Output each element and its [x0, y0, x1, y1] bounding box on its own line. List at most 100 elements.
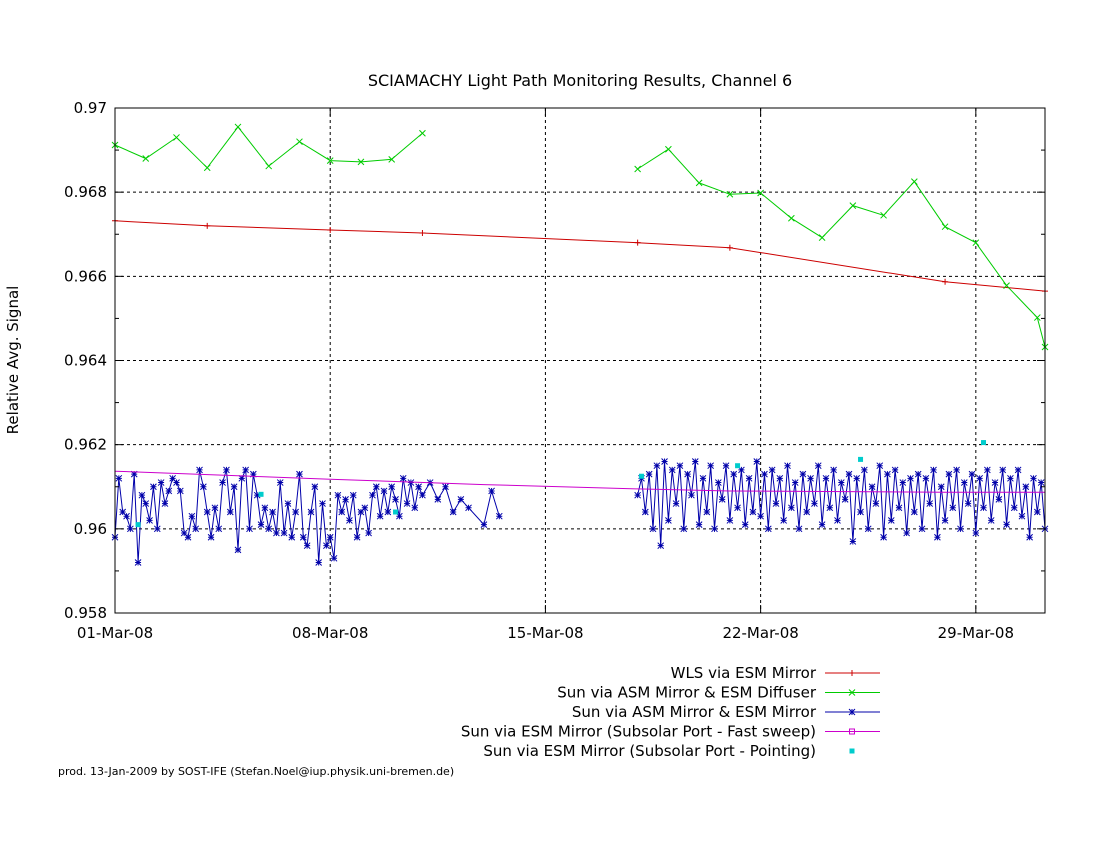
data-point [192, 525, 200, 533]
data-point [634, 239, 641, 246]
data-point [434, 496, 442, 503]
x-tick-label: 01-Mar-08 [77, 624, 153, 642]
data-point [480, 521, 488, 528]
data-point [910, 508, 918, 516]
data-point [864, 525, 872, 533]
data-point [780, 517, 788, 524]
data-point [753, 458, 761, 465]
data-point [818, 234, 826, 241]
data-point [734, 504, 741, 512]
data-point [258, 491, 264, 497]
data-point [411, 504, 419, 512]
data-point [638, 473, 644, 479]
data-point [146, 517, 153, 524]
data-point [811, 500, 818, 507]
data-point [972, 529, 980, 537]
data-point [342, 496, 349, 503]
data-point [764, 525, 772, 533]
data-point [142, 500, 150, 507]
data-point [415, 483, 422, 491]
data-point [173, 134, 180, 141]
data-point [722, 462, 730, 470]
data-point [399, 474, 407, 482]
data-point [495, 512, 503, 520]
data-point [953, 466, 960, 474]
data-point [169, 474, 176, 482]
data-point [457, 496, 465, 503]
data-point [768, 466, 776, 474]
data-point [910, 178, 918, 185]
legend-marker [849, 728, 855, 735]
data-point [634, 165, 641, 173]
data-point [249, 470, 257, 478]
data-point [388, 155, 396, 163]
data-point [369, 491, 376, 499]
data-point [1003, 521, 1010, 528]
data-point [353, 533, 361, 541]
data-point [741, 521, 749, 528]
data-point [980, 504, 987, 512]
data-point [645, 470, 653, 478]
data-point [230, 483, 238, 491]
data-point [296, 138, 303, 146]
data-point [376, 512, 384, 520]
data-point [853, 474, 861, 482]
data-point [738, 466, 745, 474]
legend-marker [849, 748, 855, 754]
data-point [688, 491, 695, 499]
data-point [269, 508, 276, 516]
data-point [346, 517, 353, 524]
data-point [119, 508, 127, 516]
data-point [380, 487, 388, 495]
data-point [714, 479, 722, 486]
series-2 [111, 123, 1049, 351]
data-point [703, 508, 711, 516]
data-point [872, 500, 880, 507]
data-point [130, 470, 138, 478]
data-point [788, 504, 795, 512]
data-point [711, 525, 718, 533]
data-point [934, 533, 941, 541]
data-point [757, 189, 764, 197]
data-point [442, 483, 449, 491]
series-line [114, 220, 1046, 292]
data-point [718, 496, 726, 503]
data-point [1037, 479, 1045, 486]
data-point [1010, 504, 1018, 512]
data-point [960, 479, 968, 486]
data-point [757, 512, 764, 520]
data-point [315, 559, 323, 566]
data-point [887, 517, 895, 524]
data-point [949, 504, 957, 512]
series-line [114, 126, 423, 169]
data-point [127, 525, 134, 533]
legend-marker [849, 670, 855, 676]
data-point [1033, 508, 1041, 516]
data-point [699, 474, 707, 482]
data-point [407, 479, 415, 486]
data-point [937, 483, 945, 491]
data-point [246, 525, 253, 533]
data-point [488, 487, 495, 495]
data-point [326, 533, 334, 541]
data-point [891, 466, 899, 474]
data-point [941, 517, 949, 524]
data-point [384, 508, 392, 516]
data-point [941, 223, 949, 231]
data-point [972, 239, 980, 247]
data-point [349, 491, 357, 499]
data-point [818, 521, 826, 528]
data-point [276, 479, 284, 486]
data-point [215, 525, 223, 533]
data-point [784, 462, 791, 470]
series-line [114, 470, 1045, 493]
data-point [1026, 533, 1033, 541]
data-point [465, 504, 472, 512]
grid [115, 108, 1045, 613]
data-point [834, 517, 841, 524]
data-point [772, 500, 780, 507]
data-point [942, 278, 949, 285]
data-point [284, 500, 292, 507]
data-point [814, 462, 822, 470]
data-point [968, 470, 976, 478]
